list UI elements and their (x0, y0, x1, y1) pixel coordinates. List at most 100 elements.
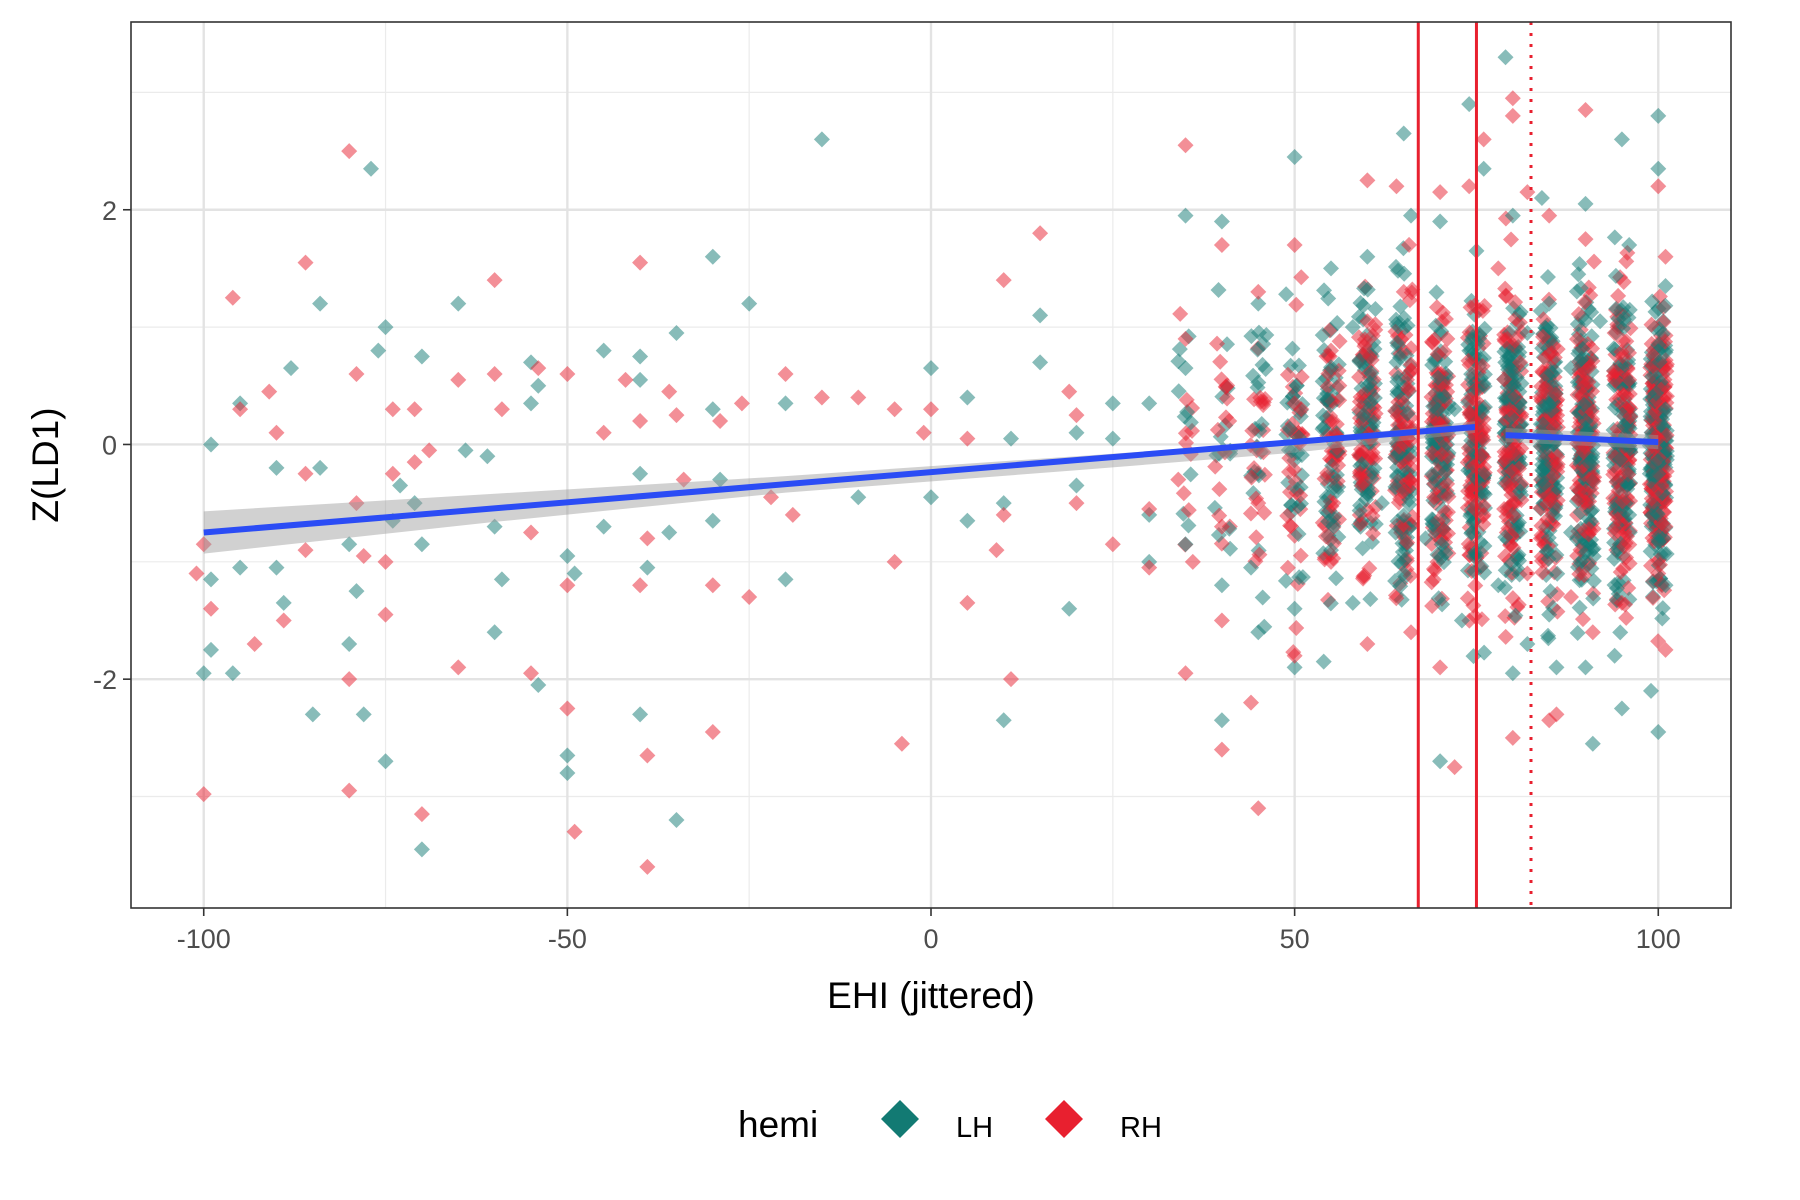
cluster-point (1279, 366, 1296, 383)
cluster-point (1328, 570, 1345, 587)
data-point-lh (232, 559, 249, 576)
data-point-lh (1563, 524, 1579, 541)
data-point-rh (995, 506, 1012, 523)
cluster-point (1402, 451, 1419, 468)
data-point-rh (704, 577, 721, 594)
data-point-lh (457, 442, 474, 459)
data-point-lh (1359, 377, 1376, 394)
data-point-rh (1548, 706, 1565, 723)
cluster-point (1387, 524, 1404, 541)
data-point-lh (1068, 477, 1085, 494)
cluster-point (1219, 390, 1236, 407)
data-point-lh (1395, 125, 1412, 142)
cluster-point (1505, 507, 1522, 524)
cluster-point (1439, 475, 1456, 492)
data-point-rh (1657, 518, 1674, 535)
data-point-rh (1250, 283, 1267, 300)
cluster-point (1512, 304, 1529, 321)
cluster-point (1294, 569, 1311, 586)
cluster-point (1616, 538, 1633, 555)
data-point-lh (995, 712, 1012, 729)
data-point-lh (1606, 647, 1623, 664)
data-point-rh (639, 747, 656, 764)
data-point-lh (1323, 542, 1339, 559)
data-point-rh (1323, 553, 1339, 570)
data-point-lh (1213, 213, 1230, 230)
data-point-lh (566, 565, 583, 582)
cluster-point (1245, 367, 1262, 384)
data-point-lh (1403, 207, 1419, 224)
cluster-point (1248, 529, 1265, 546)
data-point-lh (304, 706, 321, 723)
data-point-rh (1577, 231, 1594, 248)
cluster-point (1571, 566, 1588, 583)
data-point-rh (1177, 330, 1194, 347)
data-point-lh (1504, 207, 1521, 224)
data-point-lh (704, 401, 721, 418)
data-point-lh (1461, 96, 1478, 113)
x-tick-label: 50 (1280, 924, 1310, 954)
data-point-rh (1213, 518, 1230, 535)
cluster-point (1429, 401, 1446, 418)
cluster-point (1323, 359, 1340, 376)
cluster-point (1461, 404, 1478, 421)
data-point-rh (203, 600, 219, 617)
cluster-point (1352, 295, 1369, 312)
data-point-lh (1453, 612, 1470, 629)
cluster-point (1475, 497, 1492, 514)
cluster-point (1475, 516, 1492, 533)
cluster-point (1507, 607, 1524, 624)
cluster-point (1207, 458, 1224, 475)
data-point-lh (1032, 354, 1049, 371)
cluster-point (1282, 517, 1299, 534)
data-point-lh (923, 489, 939, 506)
cluster-point (1431, 390, 1448, 407)
data-point-lh (1388, 354, 1405, 371)
data-point-rh (1621, 371, 1638, 388)
data-point-lh (195, 665, 212, 682)
data-point-rh (595, 424, 612, 441)
data-point-rh (377, 553, 394, 570)
data-point-lh (486, 518, 503, 535)
cluster-point (1389, 467, 1406, 484)
cluster-point (1292, 487, 1309, 504)
cluster-point (1612, 624, 1629, 641)
x-tick-label: -50 (548, 924, 587, 954)
cluster-point (1256, 504, 1273, 521)
cluster-point (1329, 315, 1346, 332)
data-point-rh (355, 547, 372, 564)
data-point-lh (1359, 248, 1376, 265)
data-point-lh (1650, 723, 1667, 740)
data-point-lh (1650, 107, 1667, 124)
data-point-lh (559, 547, 576, 564)
data-point-rh (1395, 483, 1412, 500)
cluster-point (1402, 356, 1419, 373)
cluster-point (1584, 453, 1601, 470)
data-point-rh (384, 401, 401, 418)
data-point-rh (232, 401, 249, 418)
cluster-point (1257, 360, 1274, 377)
data-point-lh (1323, 260, 1339, 277)
data-point-rh (559, 577, 576, 594)
data-point-lh (1650, 465, 1667, 482)
data-point-lh (1250, 295, 1267, 312)
data-point-rh (923, 401, 939, 418)
cluster-point (1362, 591, 1379, 608)
data-point-rh (559, 700, 576, 717)
data-point-lh (712, 471, 729, 488)
cluster-point (1328, 483, 1345, 500)
x-axis-title: EHI (jittered) (827, 975, 1035, 1016)
data-point-rh (341, 671, 358, 688)
data-point-lh (1650, 160, 1667, 177)
data-point-lh (1657, 577, 1674, 594)
trend-line (1505, 432, 1659, 446)
cluster-point (1503, 231, 1520, 248)
data-point-lh (283, 360, 299, 377)
data-point-lh (275, 594, 292, 611)
data-point-rh (661, 383, 678, 400)
data-point-lh (1657, 401, 1674, 418)
data-point-rh (741, 589, 758, 606)
data-point-lh (1613, 131, 1630, 148)
data-point-lh (312, 459, 329, 476)
cluster-point (1423, 574, 1440, 591)
